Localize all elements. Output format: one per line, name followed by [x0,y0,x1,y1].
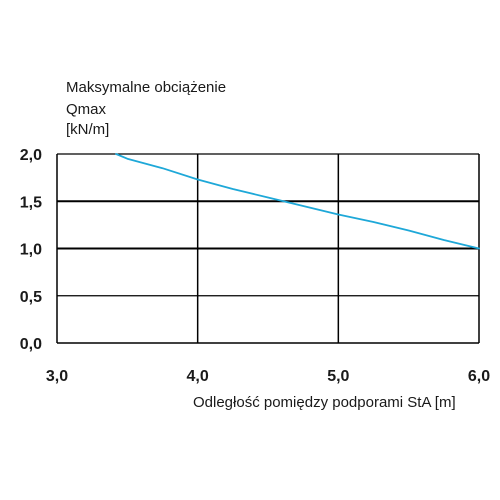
x-tick-labels: 3,0 4,0 5,0 6,0 [46,368,490,385]
y-axis-label-line-2: Qmax [66,101,107,118]
x-tick-label: 4,0 [187,368,209,385]
x-axis-label: Odległość pomiędzy podporami StA [m] [193,394,456,411]
series-group [115,153,480,250]
y-tick-label: 2,0 [20,147,42,164]
grid [57,153,480,343]
y-tick-label: 0,0 [20,336,42,353]
y-tick-labels: 0,0 0,5 1,0 1,5 2,0 [20,147,42,353]
x-tick-label: 6,0 [468,368,490,385]
y-axis-label-line-1: Maksymalne obciążenie [66,79,227,96]
y-tick-label: 1,0 [20,242,42,259]
y-tick-label: 0,5 [20,289,42,306]
axes [56,154,479,344]
series-line [115,153,480,250]
y-axis-label-line-3: [kN/m] [66,121,110,138]
x-tick-label: 5,0 [327,368,349,385]
x-tick-label: 3,0 [46,368,68,385]
y-tick-label: 1,5 [20,194,42,211]
